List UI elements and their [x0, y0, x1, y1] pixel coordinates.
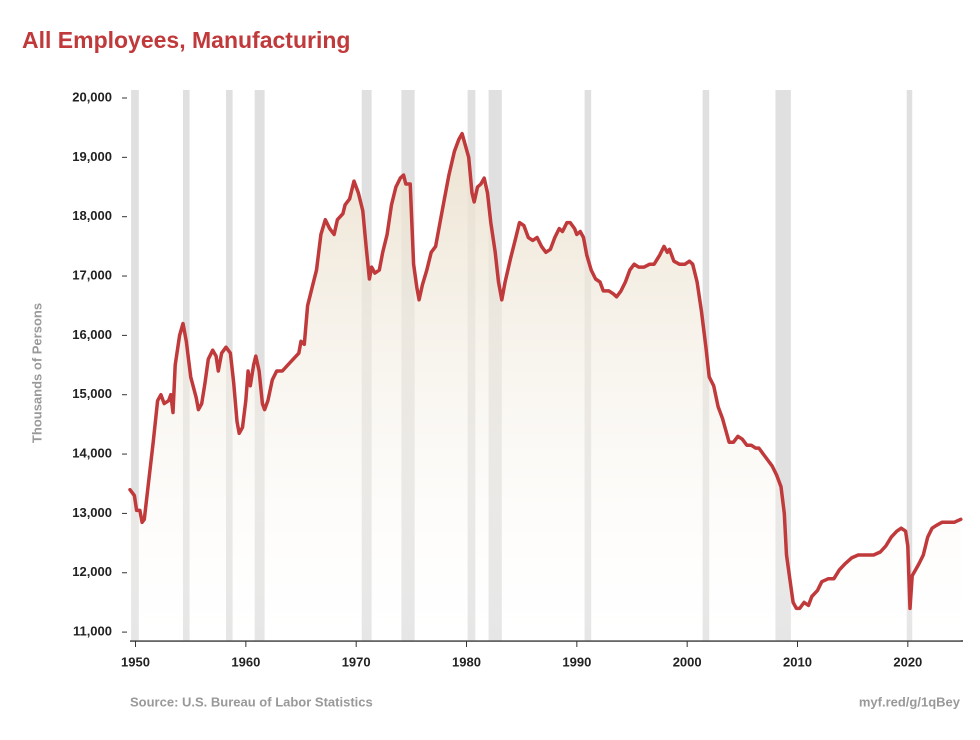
y-tick-label: 19,000	[72, 149, 112, 164]
y-tick-label: 12,000	[72, 564, 112, 579]
y-tick-label: 17,000	[72, 267, 112, 282]
y-tick-label: 13,000	[72, 505, 112, 520]
y-tick-label: 18,000	[72, 208, 112, 223]
y-tick-label: 15,000	[72, 386, 112, 401]
source: Source: U.S. Bureau of Labor Statistics	[130, 694, 373, 709]
x-tick-label: 2010	[783, 654, 812, 669]
x-tick-label: 2000	[673, 654, 702, 669]
y-tick-label: 14,000	[72, 446, 112, 461]
y-tick-label: 20,000	[72, 89, 112, 104]
recession-band	[131, 90, 139, 641]
link: myf.red/g/1qBey	[859, 694, 961, 709]
y-tick-label: 16,000	[72, 327, 112, 342]
recession-band	[906, 90, 913, 641]
x-tick-label: 2020	[893, 654, 922, 669]
x-tick-label: 1990	[562, 654, 591, 669]
x-tick-label: 1950	[121, 654, 150, 669]
area	[130, 133, 961, 641]
y-axis-label: Thousands of Persons	[29, 303, 44, 443]
x-tick-label: 1970	[342, 654, 371, 669]
x-tick-label: 1980	[452, 654, 481, 669]
line	[128, 131, 963, 611]
x-tick-label: 1960	[231, 654, 260, 669]
y-tick-label: 11,000	[73, 624, 112, 639]
chart-title: All Employees, Manufacturing	[22, 27, 350, 53]
